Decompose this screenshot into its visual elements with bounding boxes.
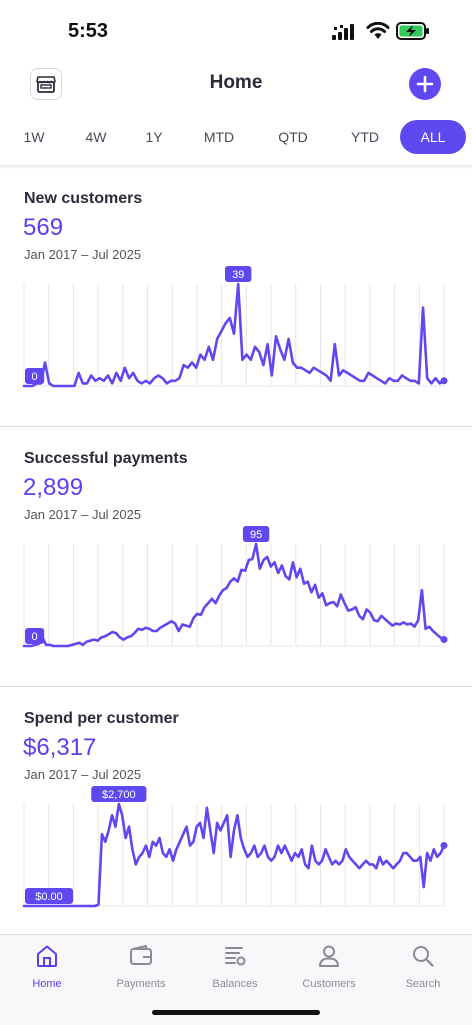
spend-per-customer-chart: $2,700 $0.00 — [22, 786, 448, 908]
min-value-label: $0.00 — [25, 888, 73, 904]
tab-label: Search — [405, 978, 441, 990]
storefront-icon — [36, 76, 56, 93]
label-background — [25, 628, 45, 644]
successful-payments-card[interactable]: Successful payments 2,899 Jan 2017 – Jul… — [0, 440, 472, 686]
min-value-label: 0 — [25, 368, 45, 384]
last-point-marker — [440, 842, 448, 850]
range-qtd[interactable]: QTD — [278, 129, 308, 145]
label-text: 39 — [232, 269, 244, 281]
new-customers-card[interactable]: New customers 569 Jan 2017 – Jul 2025 39… — [0, 180, 472, 426]
range-mtd[interactable]: MTD — [203, 129, 235, 145]
label-background — [25, 368, 45, 384]
card-value: 569 — [23, 214, 64, 241]
balances-icon — [225, 947, 246, 966]
card-title: Successful payments — [24, 450, 188, 467]
tab-label: Customers — [302, 978, 356, 990]
last-point-marker — [440, 377, 448, 385]
label-background — [25, 888, 73, 904]
range-4w[interactable]: 4W — [85, 129, 107, 145]
page-title: Home — [209, 72, 263, 93]
max-value-label: 95 — [242, 526, 270, 542]
status-time: 5:53 — [68, 20, 109, 42]
tab-bar: Home Payments Balances Customers Search — [0, 934, 472, 1025]
home-indicator — [152, 1010, 320, 1015]
header-divider — [0, 165, 472, 169]
successful-payments-chart: 95 0 — [22, 526, 448, 648]
card-title: Spend per customer — [24, 710, 179, 727]
label-text: 95 — [250, 529, 262, 541]
card-title: New customers — [24, 190, 143, 207]
tab-label: Balances — [212, 978, 258, 990]
tab-balances[interactable]: Balances — [188, 943, 282, 990]
range-1w[interactable]: 1W — [23, 129, 45, 145]
store-button[interactable] — [30, 68, 62, 100]
app-header: Home — [0, 60, 472, 108]
label-text: 0 — [32, 371, 38, 383]
add-button[interactable] — [409, 68, 441, 100]
max-value-label: 39 — [225, 266, 252, 282]
tab-label: Home — [32, 978, 62, 990]
card-divider — [0, 686, 472, 687]
series-line — [22, 802, 446, 908]
tab-customers[interactable]: Customers — [282, 943, 376, 990]
status-bar: 5:53 — [0, 0, 472, 60]
wifi-icon — [366, 22, 390, 39]
date-range-selector: 1W 4W 1Y MTD QTD YTD ALL — [0, 120, 472, 154]
tab-search[interactable]: Search — [376, 943, 470, 990]
spend-per-customer-card[interactable]: Spend per customer $6,317 Jan 2017 – Jul… — [0, 700, 472, 934]
label-background — [242, 526, 270, 542]
card-divider — [0, 426, 472, 427]
customer-icon — [319, 945, 339, 967]
label-text: 0 — [32, 631, 38, 643]
label-background — [91, 786, 147, 802]
plus-icon — [416, 75, 434, 93]
label-background — [225, 266, 252, 282]
range-1y[interactable]: 1Y — [145, 129, 163, 145]
new-customers-chart: 39 0 — [22, 266, 448, 388]
range-all[interactable]: ALL — [400, 120, 466, 154]
series-line — [22, 282, 446, 388]
card-period: Jan 2017 – Jul 2025 — [24, 507, 142, 522]
card-value: 2,899 — [23, 474, 84, 501]
battery-charging-icon — [396, 22, 429, 40]
tab-home[interactable]: Home — [0, 943, 94, 990]
wallet-icon — [130, 945, 152, 965]
card-period: Jan 2017 – Jul 2025 — [24, 767, 142, 782]
label-text: $2,700 — [102, 789, 136, 801]
search-icon — [413, 946, 434, 967]
tab-label: Payments — [116, 978, 166, 990]
tab-payments[interactable]: Payments — [94, 943, 188, 990]
max-value-label: $2,700 — [91, 786, 147, 802]
last-point-marker — [440, 636, 448, 644]
home-icon — [37, 945, 57, 967]
range-ytd[interactable]: YTD — [351, 129, 379, 145]
series-line — [22, 542, 446, 648]
label-text: $0.00 — [35, 891, 63, 903]
min-value-label: 0 — [25, 628, 45, 644]
cellular-signal-icon — [332, 24, 354, 40]
card-value: $6,317 — [23, 734, 97, 761]
card-period: Jan 2017 – Jul 2025 — [24, 247, 142, 262]
